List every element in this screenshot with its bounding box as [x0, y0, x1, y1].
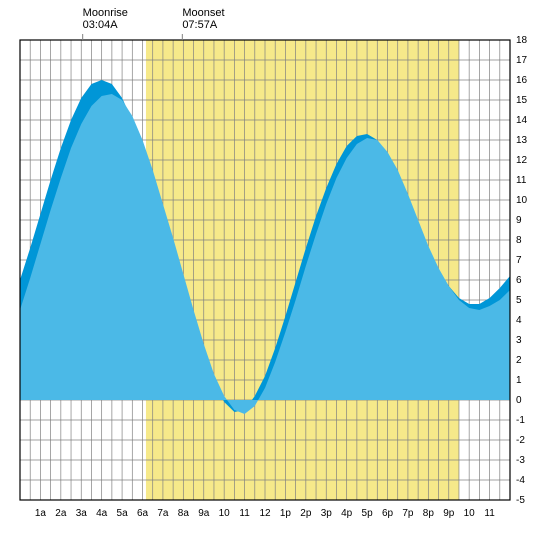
y-tick-label: 2 — [516, 355, 522, 366]
x-tick-label: 11 — [484, 508, 495, 519]
x-tick-label: 5p — [362, 508, 374, 519]
y-tick-label: 9 — [516, 215, 522, 226]
x-tick-label: 6a — [137, 508, 149, 519]
y-tick-label: 15 — [516, 95, 528, 106]
y-tick-label: -1 — [516, 415, 525, 426]
y-tick-label: 4 — [516, 315, 522, 326]
y-tick-label: 17 — [516, 55, 528, 66]
chart-svg: -5-4-3-2-101234567891011121314151617181a… — [0, 0, 550, 550]
y-tick-label: 18 — [516, 35, 528, 46]
x-tick-label: 6p — [382, 508, 394, 519]
y-tick-label: 12 — [516, 155, 528, 166]
y-tick-label: 10 — [516, 195, 528, 206]
y-tick-label: 14 — [516, 115, 528, 126]
x-tick-label: 3a — [76, 508, 88, 519]
x-tick-label: 3p — [321, 508, 333, 519]
y-tick-label: 16 — [516, 75, 528, 86]
y-tick-label: -4 — [516, 475, 525, 486]
x-tick-label: 2a — [55, 508, 67, 519]
annotation-label: Moonrise — [83, 7, 128, 19]
y-tick-label: 7 — [516, 255, 522, 266]
annotation-label: Moonset — [182, 7, 224, 19]
y-tick-label: 11 — [516, 175, 527, 186]
y-tick-label: 0 — [516, 395, 522, 406]
y-tick-label: 13 — [516, 135, 528, 146]
y-tick-label: -3 — [516, 455, 525, 466]
x-tick-label: 8p — [423, 508, 435, 519]
y-tick-label: 1 — [516, 375, 522, 386]
tide-chart: -5-4-3-2-101234567891011121314151617181a… — [0, 0, 550, 550]
x-tick-label: 1a — [35, 508, 47, 519]
x-tick-label: 7a — [157, 508, 169, 519]
x-tick-label: 10 — [464, 508, 476, 519]
y-tick-label: 3 — [516, 335, 522, 346]
x-tick-label: 4a — [96, 508, 108, 519]
x-tick-label: 5a — [117, 508, 129, 519]
x-tick-label: 11 — [239, 508, 250, 519]
annotation-time: 07:57A — [182, 19, 218, 31]
x-tick-label: 7p — [402, 508, 414, 519]
x-tick-label: 10 — [219, 508, 231, 519]
annotation-time: 03:04A — [83, 19, 119, 31]
y-tick-label: 6 — [516, 275, 522, 286]
x-tick-label: 4p — [341, 508, 353, 519]
x-tick-label: 9a — [198, 508, 210, 519]
y-tick-label: -5 — [516, 495, 525, 506]
x-tick-label: 1p — [280, 508, 292, 519]
y-tick-label: 8 — [516, 235, 522, 246]
x-tick-label: 8a — [178, 508, 190, 519]
y-tick-label: -2 — [516, 435, 525, 446]
x-tick-label: 12 — [259, 508, 271, 519]
x-tick-label: 9p — [443, 508, 455, 519]
y-tick-label: 5 — [516, 295, 522, 306]
x-tick-label: 2p — [300, 508, 312, 519]
